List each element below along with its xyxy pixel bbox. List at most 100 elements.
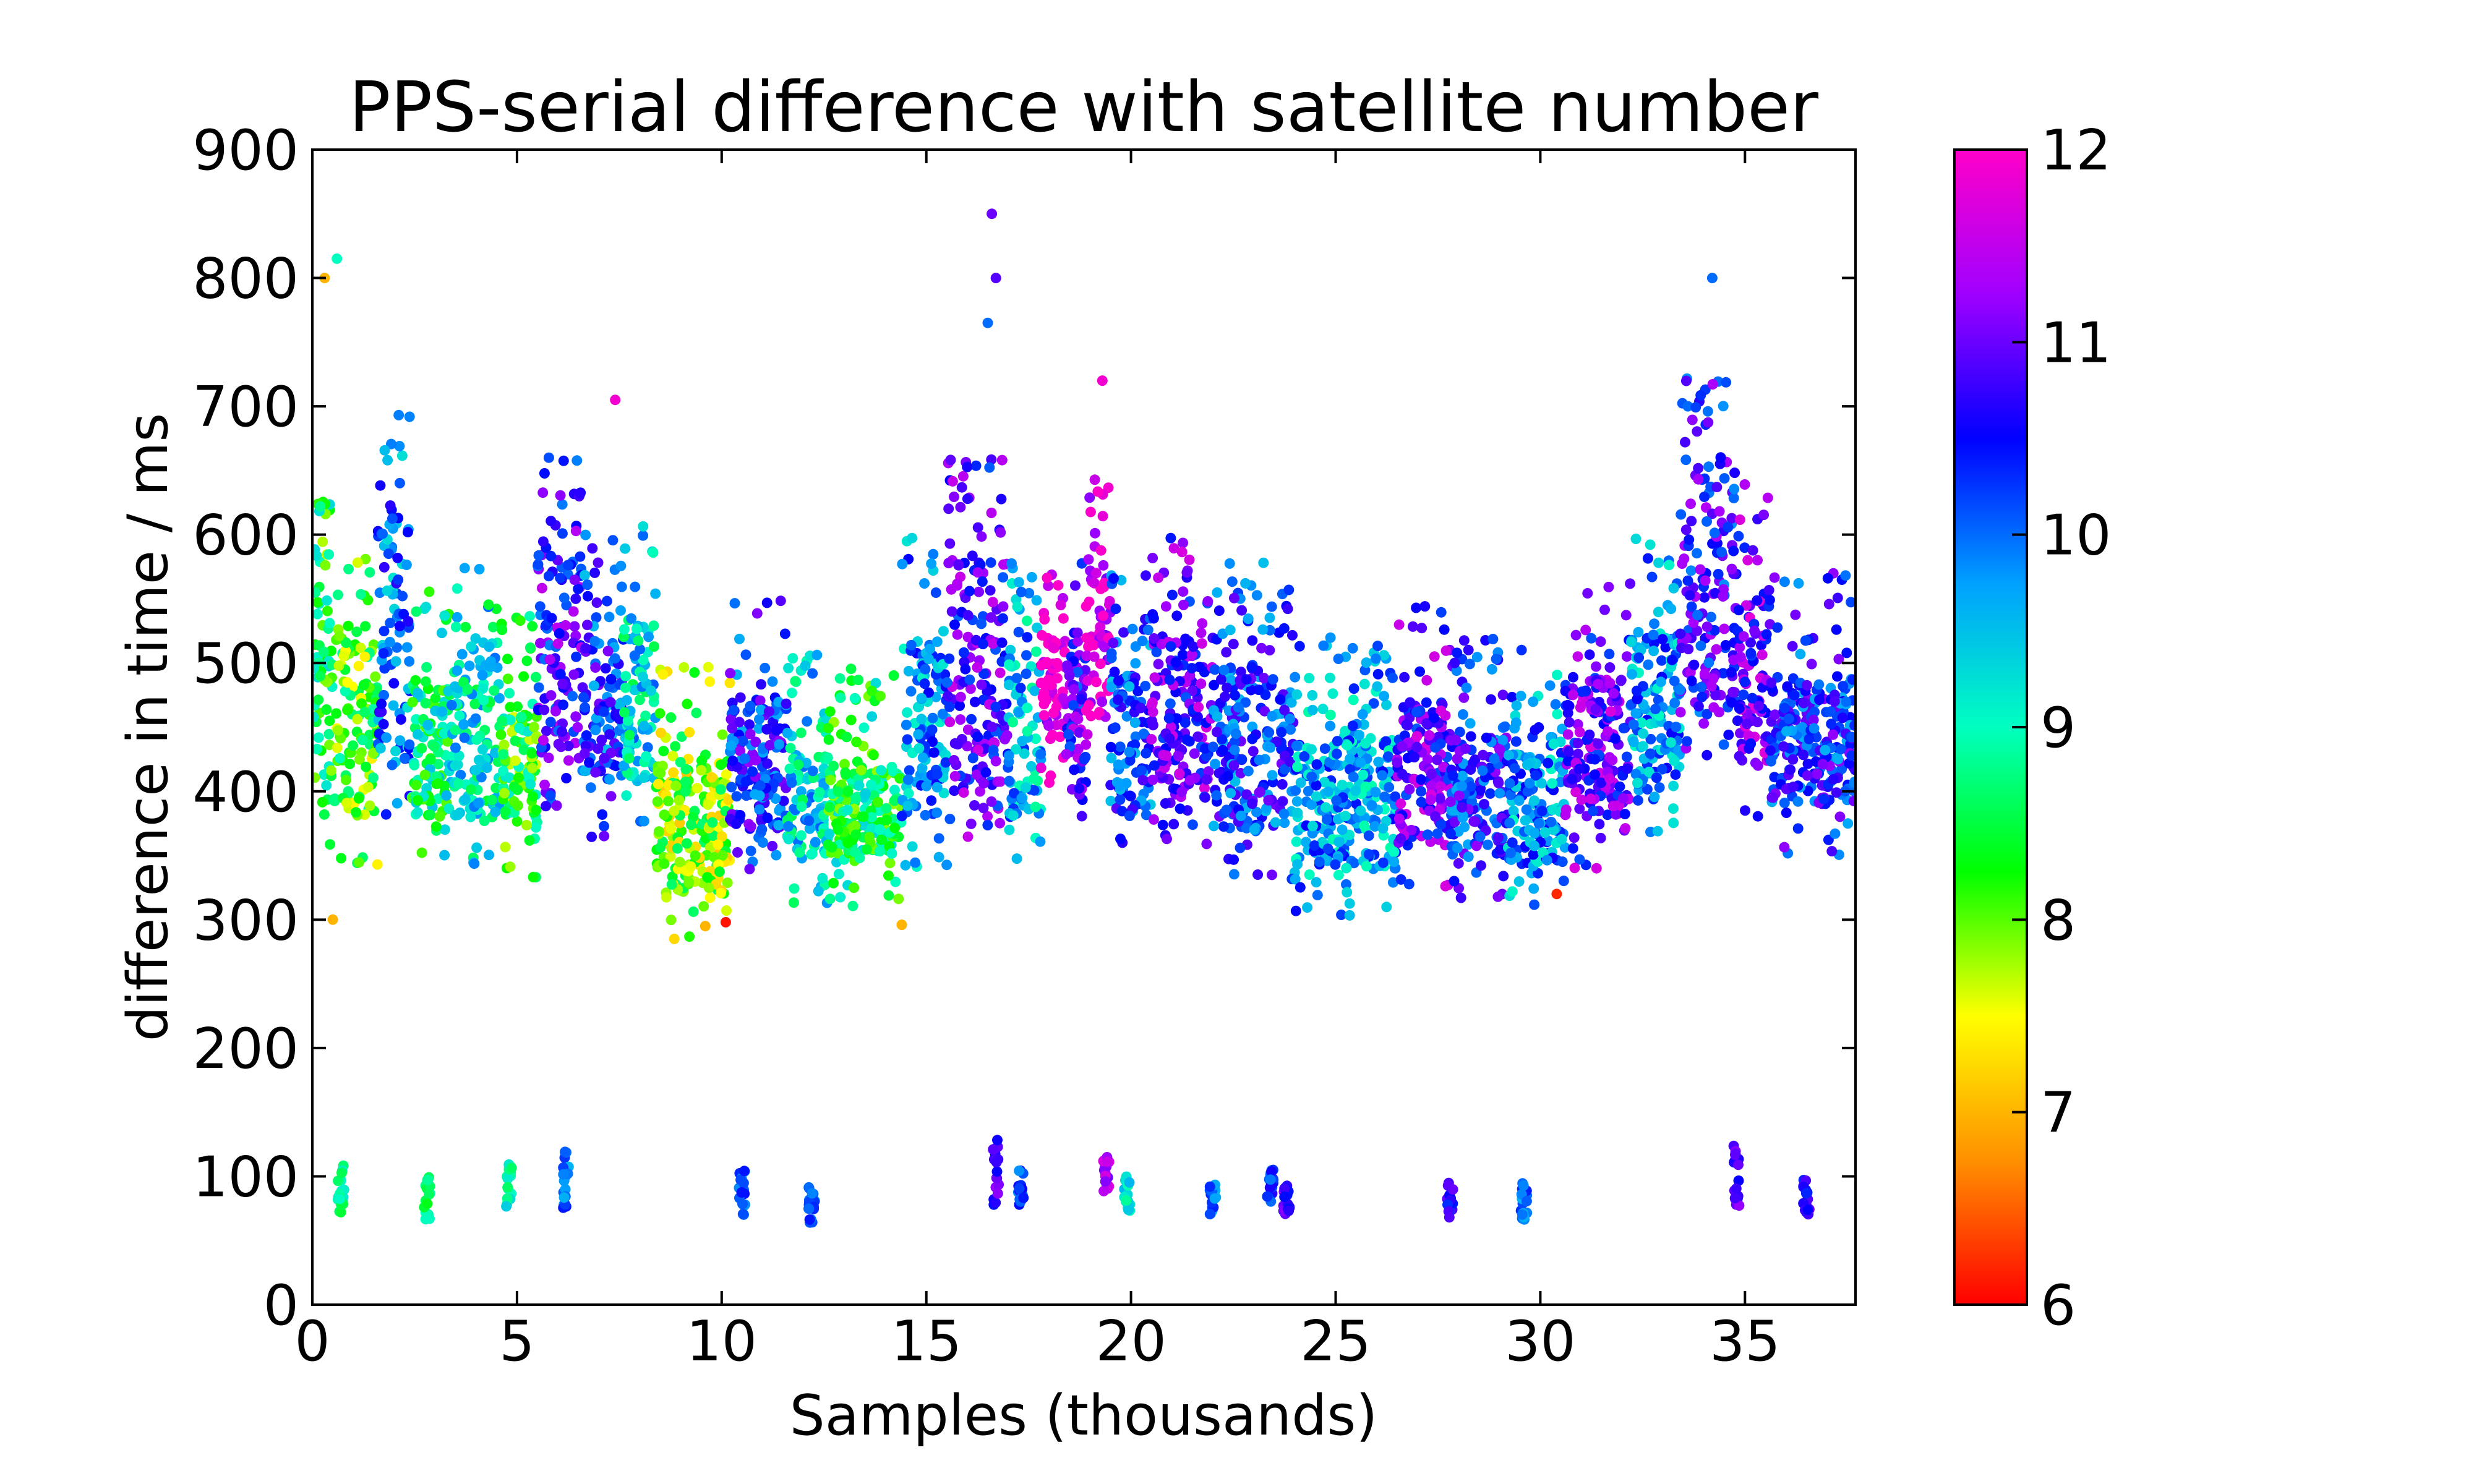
data-point [1173,751,1184,762]
data-point [1829,696,1840,707]
data-point [325,839,335,850]
data-point [960,663,971,675]
data-point [1657,634,1668,645]
data-point [1403,879,1415,890]
data-point [616,581,627,592]
data-point [343,620,354,631]
data-point [1652,825,1663,837]
data-point [618,707,630,718]
data-point [1718,739,1729,750]
data-point [404,411,415,422]
data-point [1115,794,1126,805]
data-point [1324,672,1335,683]
data-point [952,739,963,750]
data-point [474,754,484,765]
data-point [1267,770,1278,781]
data-point [604,774,615,785]
data-point [536,582,547,594]
data-point [1817,759,1828,770]
data-point [1718,591,1729,602]
data-point [1098,610,1109,621]
data-point [1393,619,1405,630]
data-point [329,793,340,804]
data-point [582,620,593,631]
data-point [388,700,399,711]
data-point [1175,803,1186,814]
data-point [1505,848,1516,858]
data-point [559,592,570,603]
data-point [1360,781,1371,792]
point-band-20 [1146,532,1218,850]
data-point [1567,689,1578,701]
data-point [714,866,725,877]
data-point [889,795,900,806]
data-point [1389,846,1400,858]
data-point [1614,781,1625,792]
data-point [1051,673,1063,684]
point-band-9 [651,662,735,944]
data-point [322,605,333,616]
data-point [1160,798,1171,809]
data-point [783,834,794,845]
data-point [1621,651,1632,662]
data-point [884,858,896,869]
data-point [1037,630,1048,641]
data-point [1497,735,1509,746]
data-point [320,560,331,571]
data-point [648,547,659,558]
data-point [708,830,719,841]
data-point [460,794,471,805]
data-point [1411,602,1422,613]
data-point [1485,788,1496,799]
data-point [375,743,386,754]
data-point [928,747,940,758]
data-point [1013,577,1024,588]
data-point [771,850,782,861]
data-point [663,796,674,807]
data-point [955,501,966,513]
data-point [1069,764,1080,775]
data-point [1222,770,1233,782]
data-point [462,684,473,695]
data-point [875,846,886,857]
data-point [1745,738,1757,749]
data-point [340,774,351,785]
data-point [1513,876,1525,887]
data-point [1035,836,1046,847]
data-point [1039,614,1050,625]
data-point [505,714,516,725]
data-point [804,1214,815,1225]
data-point [1357,709,1368,720]
data-point [925,644,936,654]
data-point [1121,1195,1132,1206]
data-point [410,675,421,686]
data-point [1129,717,1141,728]
data-point [1695,390,1706,401]
data-point [1246,662,1257,673]
data-point [538,735,549,746]
data-point [757,837,768,848]
data-point [1432,828,1443,839]
data-point [971,769,982,780]
data-point [494,693,505,704]
data-point [1016,587,1027,597]
data-point [359,707,370,718]
data-point [1820,744,1831,756]
data-point [1251,590,1262,601]
data-point [1752,555,1763,566]
data-point [937,709,948,720]
data-point [1425,795,1436,805]
data-point [717,729,728,740]
point-band-19 [1105,570,1157,848]
data-point [1789,689,1800,701]
data-point [1764,594,1775,605]
data-point [717,850,728,861]
low-cluster-7 [1012,1165,1029,1210]
data-point [874,824,885,835]
point-band-26 [1560,578,1636,874]
data-point [823,723,834,734]
data-point [1355,757,1366,768]
data-point [1014,1183,1025,1194]
data-point [1161,750,1172,761]
data-point [864,832,875,843]
